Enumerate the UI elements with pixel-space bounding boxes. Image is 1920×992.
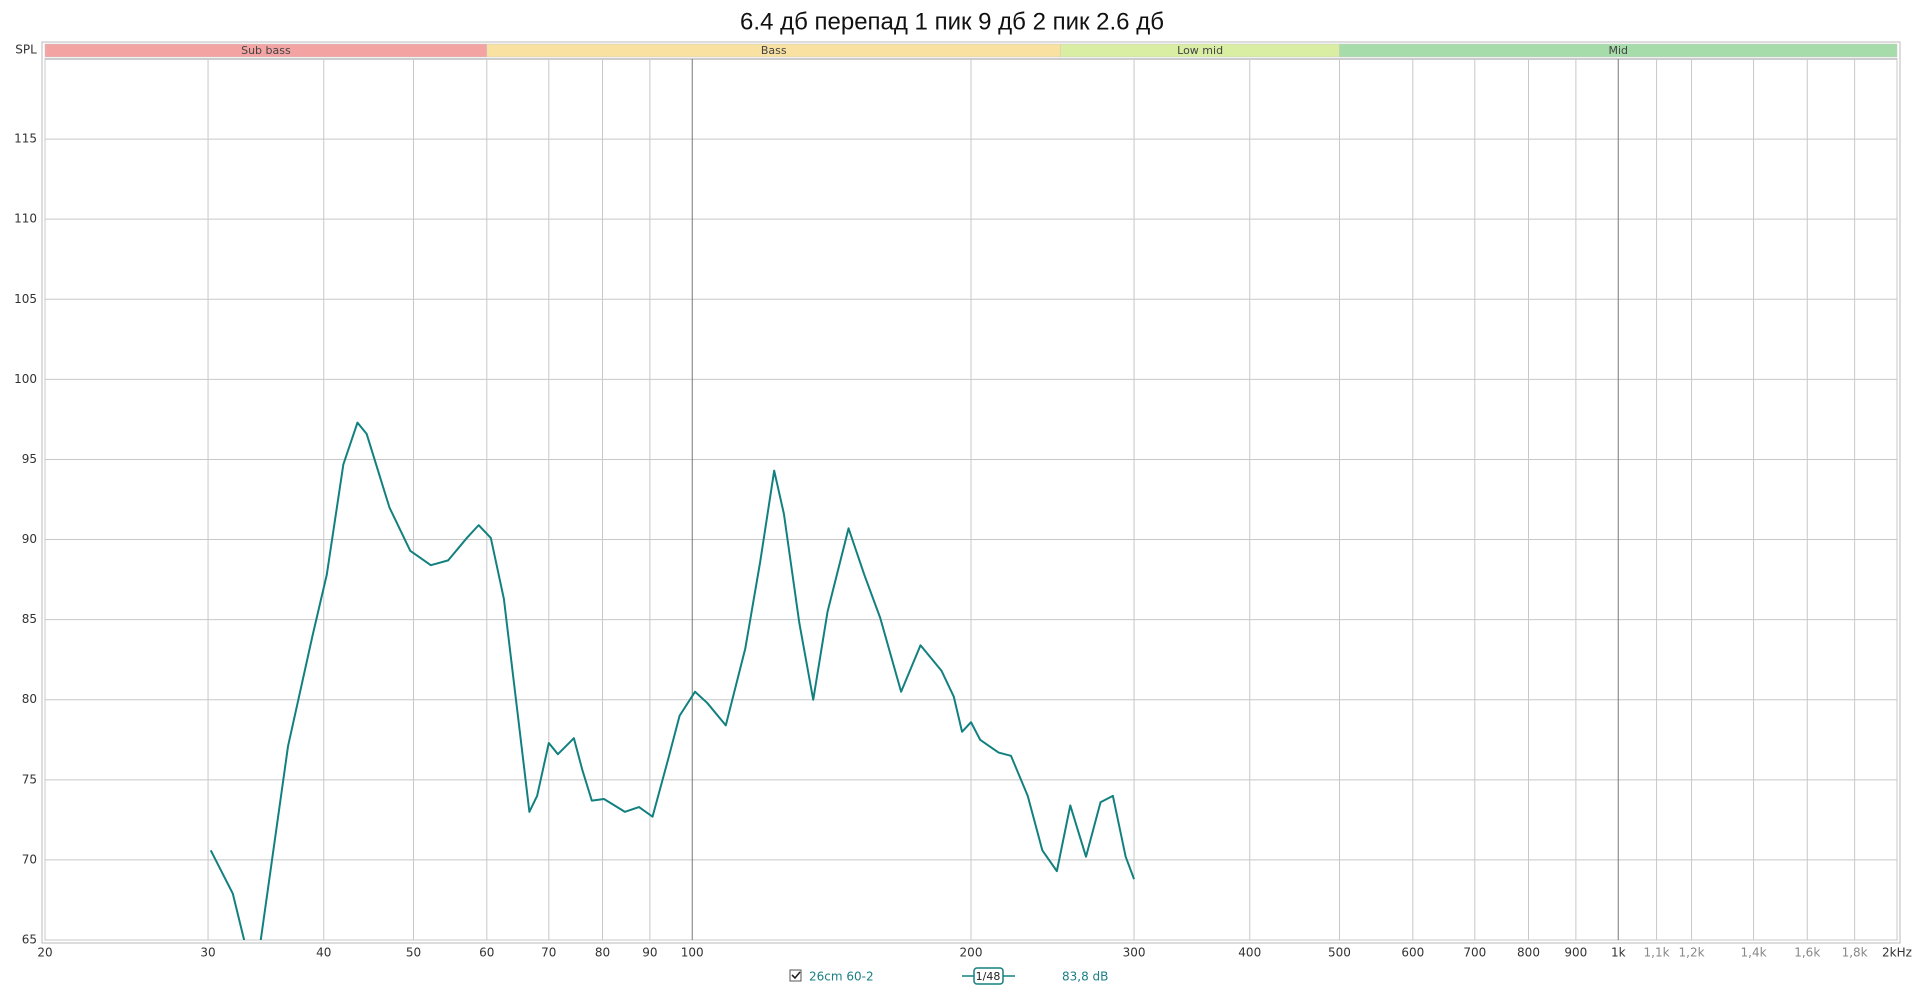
x-tick-label: 1,4k — [1741, 946, 1767, 960]
y-tick-label: 65 — [22, 933, 37, 947]
legend: 1/48 83,8 dB — [789, 967, 1108, 985]
x-tick-label: 1,8k — [1842, 946, 1868, 960]
series-line — [209, 421, 1135, 940]
band — [1339, 43, 1898, 58]
band-label: Sub bass — [241, 44, 291, 57]
x-tick-label: 500 — [1328, 946, 1351, 960]
band-label: Mid — [1608, 44, 1628, 57]
level-label: 83,8 dB — [1062, 970, 1108, 984]
x-tick-label: 1,6k — [1794, 946, 1820, 960]
x-tick-label: 100 — [681, 946, 704, 960]
x-tick-label: 1,2k — [1679, 946, 1705, 960]
x-tick-label: 60 — [479, 946, 494, 960]
band-label: Low mid — [1177, 44, 1223, 57]
chart-title: 6.4 дб перепад 1 пик 9 дб 2 пик 2.6 дб — [740, 8, 1164, 35]
x-tick-label: 90 — [642, 946, 657, 960]
x-tick-label: 300 — [1123, 946, 1146, 960]
x-tick-label: 200 — [960, 946, 983, 960]
y-axis-label: SPL — [15, 43, 37, 57]
x-tick-label: 2kHz — [1882, 946, 1912, 960]
x-tick-label: 40 — [316, 946, 331, 960]
y-tick-label: 75 — [22, 772, 37, 786]
x-tick-label: 900 — [1564, 946, 1587, 960]
x-tick-label: 400 — [1238, 946, 1261, 960]
band-label: Bass — [761, 44, 787, 57]
y-tick-label: 110 — [14, 212, 37, 226]
x-tick-label: 30 — [200, 946, 215, 960]
x-tick-label: 70 — [541, 946, 556, 960]
y-tick-label: 95 — [22, 452, 37, 466]
y-tick-label: 80 — [22, 692, 37, 706]
legend-label: 26cm 60-2 — [809, 970, 874, 984]
y-tick-label: 90 — [22, 532, 37, 546]
check-mark — [791, 971, 801, 980]
y-tick-label: 115 — [14, 132, 37, 146]
legend-checkbox[interactable] — [789, 969, 802, 982]
x-tick-label: 20 — [37, 946, 52, 960]
y-tick-label: 85 — [22, 612, 37, 626]
y-tick-label: 105 — [14, 292, 37, 306]
y-tick-label: 70 — [22, 852, 37, 866]
x-tick-label: 50 — [406, 946, 421, 960]
x-tick-label: 800 — [1517, 946, 1540, 960]
smoothing-label: 1/48 — [976, 970, 1001, 983]
y-tick-label: 100 — [14, 372, 37, 386]
x-tick-label: 80 — [595, 946, 610, 960]
x-tick-label: 600 — [1401, 946, 1424, 960]
x-tick-label: 1k — [1611, 946, 1626, 960]
smoothing-box[interactable] — [973, 967, 1004, 985]
x-tick-label: 700 — [1463, 946, 1486, 960]
x-tick-label: 1,1k — [1644, 946, 1670, 960]
